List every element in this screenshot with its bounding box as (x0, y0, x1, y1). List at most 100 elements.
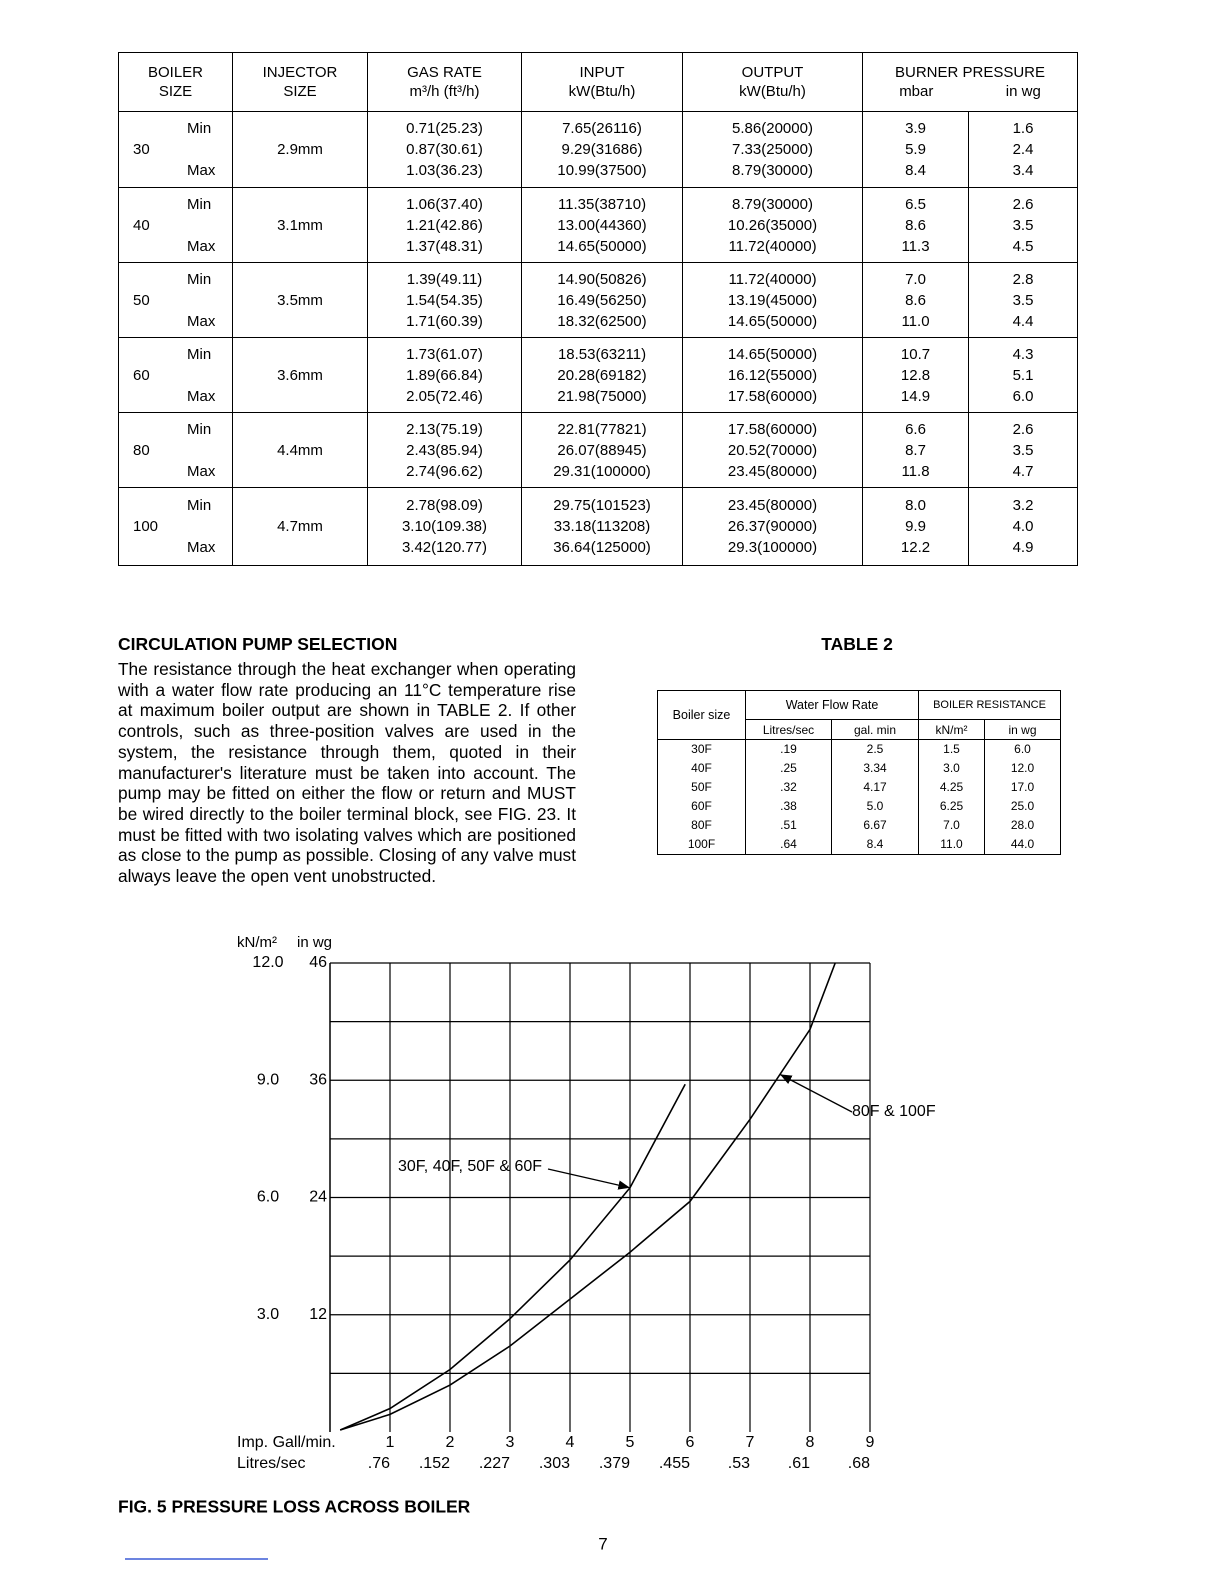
x-tick-label: 3 (506, 1434, 515, 1451)
y-unit: kN/m² (237, 934, 277, 951)
y-tick-label: 12.0 (252, 954, 283, 971)
output-cell: 8.79(30000) 10.26(35000) 11.72(40000) (682, 187, 863, 263)
section-body: The resistance through the heat exchange… (118, 659, 576, 887)
data-row: 40F .25 3.34 3.0 12.0 (657, 759, 1062, 778)
cell-value: 1.39(49.11) (406, 270, 483, 288)
x2-tick-label: .61 (788, 1455, 810, 1472)
header-text: m³/h (ft³/h) (409, 83, 480, 100)
series-label: 30F, 40F, 50F & 60F (398, 1158, 542, 1175)
cell-value: 1.6 (1012, 120, 1034, 137)
header-text: BURNER PRESSURE (894, 64, 1046, 81)
cell-value: 5.1 (1012, 366, 1034, 384)
max-label: Max (187, 539, 216, 556)
y2-tick-label: 12 (309, 1306, 327, 1323)
data-row: 100F .64 8.4 11.0 44.0 (657, 835, 1062, 855)
cell-value: 1.89(66.84) (406, 366, 483, 384)
cell-value: 8.79(30000) (732, 195, 813, 213)
size-cell: Min 40 Max (118, 187, 233, 263)
cell-value: 6.67 (831, 816, 919, 835)
cell-value: 14.65(50000) (727, 312, 818, 330)
x2-axis-label: Litres/sec (237, 1455, 305, 1472)
cell-value: 12.2 (900, 539, 931, 556)
cell-value: 1.06(37.40) (406, 195, 483, 213)
in-wg-cell: 4.3 5.1 6.0 (968, 337, 1078, 413)
cell-value: 4.25 (918, 778, 985, 797)
cell-value: 2.43(85.94) (406, 441, 483, 459)
injector-cell: 3.6mm (232, 337, 368, 413)
cell-value: 4.9 (1012, 539, 1034, 556)
cell-value: 14.65(50000) (557, 237, 647, 255)
cell-value: 25.0 (983, 797, 1062, 816)
cell-value: 8.6 (905, 216, 926, 234)
cell-value: 1.03(36.23) (406, 162, 483, 179)
cell-value: 12.0 (983, 759, 1062, 778)
subheader-cell: kN/m² (918, 719, 985, 740)
cell-value: 2.13(75.19) (406, 420, 483, 438)
header-cell: BOILER RESISTANCE (917, 690, 1062, 720)
cell-value: 4.5 (1012, 237, 1034, 255)
header-text: INPUT (579, 64, 625, 81)
y-tick-label: 9.0 (257, 1071, 279, 1088)
cell-value: 11.0 (901, 312, 930, 330)
in-wg-cell: 2.6 3.5 4.7 (968, 412, 1078, 488)
cell-value: 11.3 (901, 237, 930, 255)
curve (339, 962, 836, 1431)
cell-value: 23.45(80000) (727, 462, 818, 480)
data-row: 50F .32 4.17 4.25 17.0 (657, 778, 1062, 797)
cell-value: 20.28(69182) (557, 366, 647, 384)
cell-value: 3.9 (905, 120, 926, 137)
injector-size: 4.7mm (277, 518, 323, 535)
cell-value: 1.21(42.86) (406, 216, 483, 234)
header-cell: OUTPUT kW(Btu/h) (682, 52, 863, 112)
cell-value: 50F (657, 778, 746, 797)
boiler-size: 30 (133, 141, 150, 158)
header-cell: Boiler size (657, 690, 746, 740)
cell-value: 26.37(90000) (727, 518, 818, 535)
header-text: SIZE (283, 83, 317, 100)
header-cell: BOILER SIZE (118, 52, 233, 112)
cell-value: 9.29(31686) (561, 141, 643, 158)
x-tick-label: 9 (866, 1434, 875, 1451)
cell-value: 20.52(70000) (727, 441, 818, 459)
cell-value: 5.0 (831, 797, 919, 816)
cell-value: 2.78(98.09) (406, 497, 483, 514)
min-label: Min (187, 345, 212, 363)
x-tick-label: 5 (626, 1434, 635, 1451)
unit-text: in wg (1005, 83, 1041, 100)
series-label: 80F & 100F (852, 1103, 936, 1120)
data-row: Min 100 Max 4.7mm 2.78(98.09) 3.10(109.38) 3.4… (118, 487, 1078, 566)
section-heading: CIRCULATION PUMP SELECTION (118, 634, 398, 654)
cell-value: 10.26(35000) (727, 216, 818, 234)
cell-value: 3.5 (1012, 291, 1034, 309)
unit-row: mbar in wg (863, 82, 1077, 101)
x2-tick-label: .152 (419, 1455, 450, 1472)
y2-tick-label: 46 (309, 954, 327, 971)
min-label: Min (187, 497, 212, 514)
cell-value: 12.8 (900, 366, 931, 384)
x-tick-label: 6 (686, 1434, 695, 1451)
cell-value: 29.31(100000) (553, 462, 651, 480)
boiler-size: 80 (133, 441, 150, 459)
cell-value: 3.2 (1012, 497, 1034, 514)
cell-value: 0.87(30.61) (406, 141, 483, 158)
header-text: SIZE (158, 83, 193, 100)
cell-value: 100F (657, 835, 746, 855)
cell-value: .51 (745, 816, 832, 835)
cell-value: 16.12(55000) (727, 366, 818, 384)
injector-size: 3.1mm (277, 216, 323, 234)
x-tick-label: 2 (446, 1434, 455, 1451)
cell-value: 2.8 (1012, 270, 1034, 288)
x2-tick-label: .68 (848, 1455, 870, 1472)
cell-value: 6.5 (905, 195, 926, 213)
injector-size: 2.9mm (277, 141, 323, 158)
min-label: Min (187, 270, 212, 288)
cell-value: 14.65(50000) (727, 345, 818, 363)
in-wg-cell: 3.2 4.0 4.9 (968, 487, 1078, 566)
cell-value: 2.4 (1012, 141, 1034, 158)
cell-value: 33.18(113208) (553, 518, 651, 535)
gas-rate-cell: 2.13(75.19) 2.43(85.94) 2.74(96.62) (367, 412, 522, 488)
cell-value: 8.4 (831, 835, 919, 855)
data-row: Min 40 Max 3.1mm 1.06(37.40) 1.21(42.86) 1.37(… (118, 187, 1078, 263)
output-cell: 11.72(40000) 13.19(45000) 14.65(50000) (682, 262, 863, 338)
